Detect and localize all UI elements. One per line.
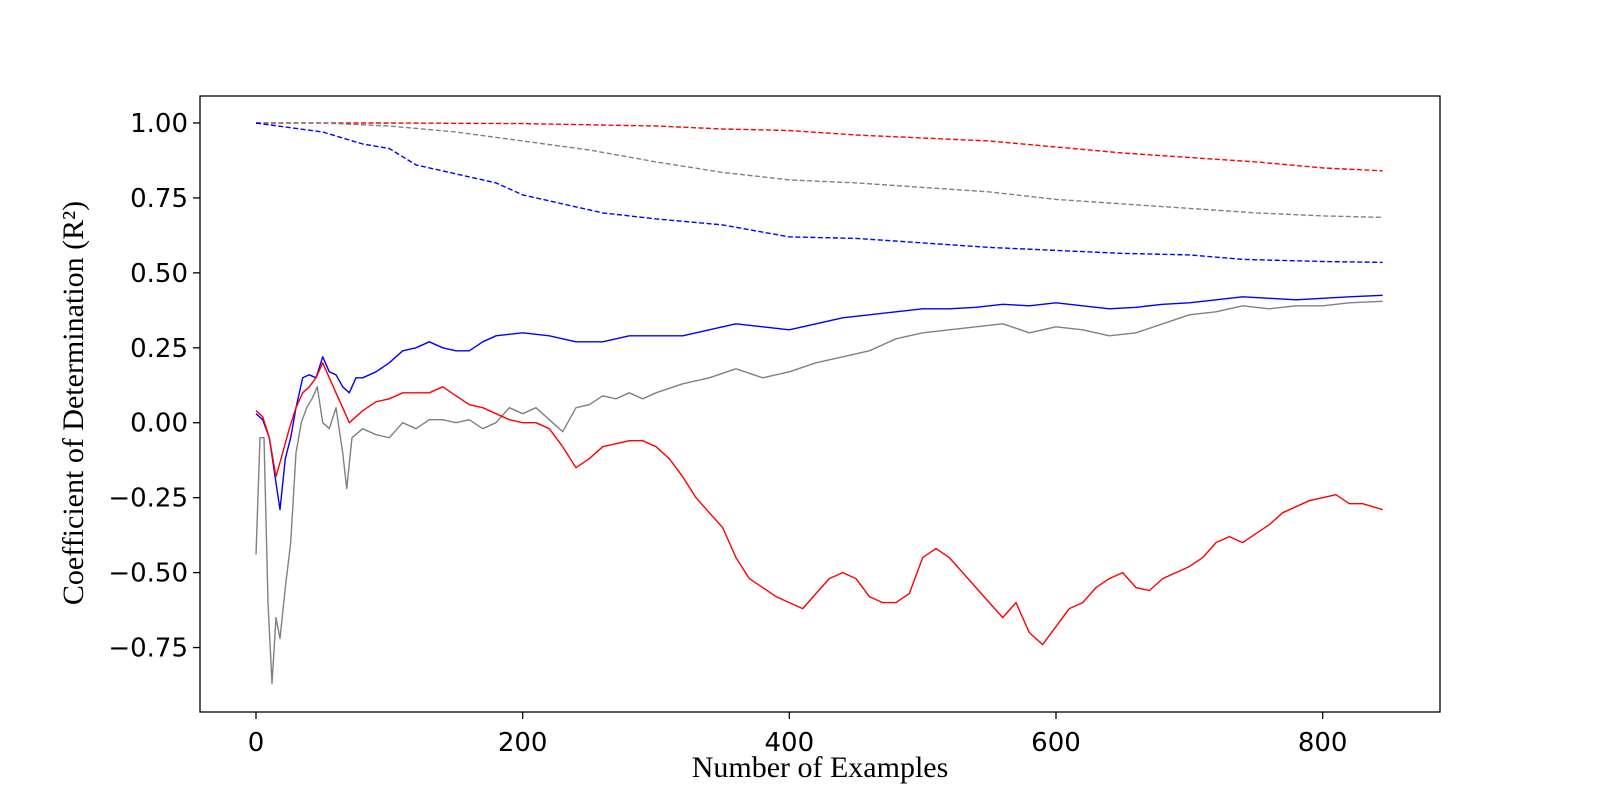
series-lines [255,122,1383,685]
y-axis-title: Coefficient of Determination (R²) [57,201,90,605]
axes: 0 200 400 600 800 1.00 0.75 0.50 0.25 0.00 −0.25 −0… [108,109,1347,758]
x-tick-label: 800 [1298,728,1348,758]
y-tick-label: 0.50 [130,259,188,289]
series-line-1 [256,122,1383,219]
y-tick-label: 0.00 [130,409,188,439]
series-line-3 [255,294,1383,511]
y-tick-label: 0.75 [130,184,188,214]
series-line-5 [255,362,1383,646]
y-tick-label: −0.25 [108,484,188,514]
series-line-2 [255,122,1383,264]
y-tick-label: −0.75 [108,634,188,664]
x-tick-label: 600 [1031,728,1081,758]
x-axis-title: Number of Examples [692,751,949,784]
y-tick-label: 0.25 [130,334,188,364]
x-tick-label: 200 [498,728,548,758]
series-line-0 [256,122,1383,172]
y-tick-label: 1.00 [130,109,188,139]
x-tick-label: 0 [248,728,265,758]
x-tick-label: 400 [765,728,815,758]
y-tick-label: −0.50 [108,559,188,589]
plot-frame [199,95,1441,713]
series-line-4 [255,300,1383,685]
